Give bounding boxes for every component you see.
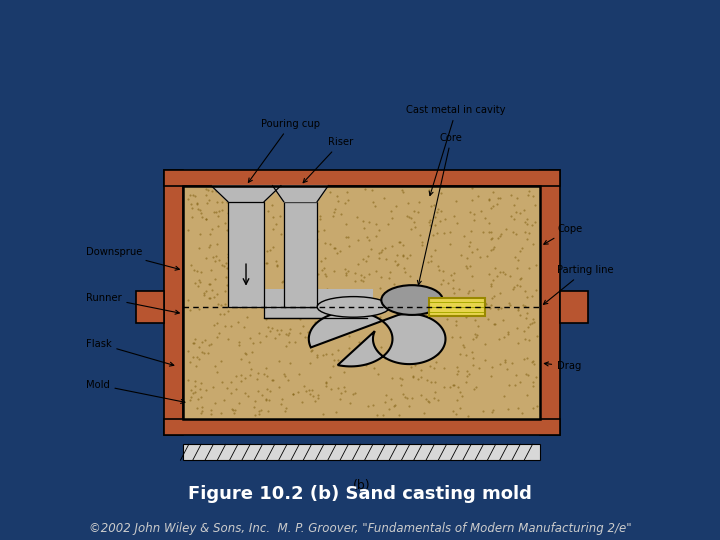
Text: Flask: Flask [86, 339, 174, 366]
Bar [183, 444, 540, 460]
Text: (b): (b) [353, 479, 371, 492]
Polygon shape [309, 312, 446, 367]
Bar [183, 186, 540, 307]
Bar [560, 291, 588, 323]
Text: Core: Core [418, 132, 463, 285]
Polygon shape [211, 186, 281, 201]
Bar [183, 307, 540, 419]
Text: Cope: Cope [544, 224, 582, 244]
Bar [284, 201, 318, 307]
Text: ©2002 John Wiley & Sons, Inc.  M. P. Groover, "Fundamentals of Modern Manufactur: ©2002 John Wiley & Sons, Inc. M. P. Groo… [89, 522, 631, 535]
Bar [540, 170, 560, 435]
Bar [429, 298, 485, 316]
Bar [163, 170, 183, 435]
Text: Pouring cup: Pouring cup [248, 119, 320, 183]
Text: Parting line: Parting line [544, 265, 613, 305]
Bar [163, 170, 560, 186]
Ellipse shape [318, 296, 390, 317]
Text: Figure 10.2 (b) Sand casting mold: Figure 10.2 (b) Sand casting mold [188, 485, 532, 503]
Bar [228, 201, 264, 307]
Bar [264, 288, 373, 319]
Bar [136, 291, 163, 323]
Bar [163, 419, 560, 435]
Text: Cast metal in cavity: Cast metal in cavity [406, 105, 506, 195]
Text: Riser: Riser [303, 137, 354, 183]
Bar [183, 186, 540, 419]
Text: Downsprue: Downsprue [86, 247, 179, 270]
Text: Runner: Runner [86, 293, 179, 314]
Text: Mold: Mold [86, 380, 185, 403]
Polygon shape [272, 186, 328, 201]
Bar [264, 307, 361, 319]
Text: Drag: Drag [544, 361, 582, 372]
Ellipse shape [382, 285, 443, 315]
